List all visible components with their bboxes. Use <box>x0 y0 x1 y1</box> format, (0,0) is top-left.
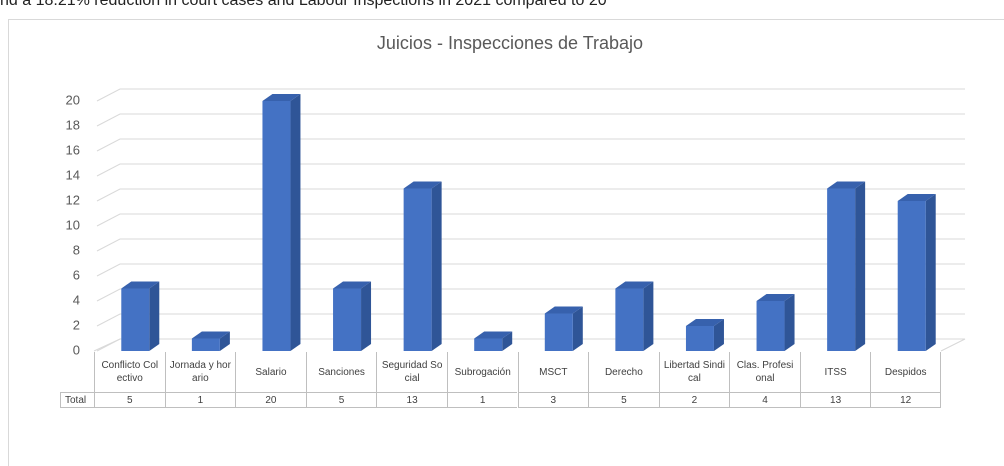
y-tick-label: 8 <box>73 242 80 257</box>
grid-line <box>96 163 965 177</box>
bar-top <box>333 281 372 289</box>
x-tick-label: Sanciones <box>305 352 377 392</box>
y-tick-label: 18 <box>66 117 80 132</box>
bar-front <box>827 188 856 351</box>
bar <box>615 281 654 351</box>
bar <box>544 306 583 351</box>
bar-front <box>191 338 220 351</box>
bar <box>121 281 160 351</box>
bar <box>191 331 230 351</box>
bar-top <box>615 281 654 289</box>
bar-side <box>713 319 724 351</box>
y-tick-label: 6 <box>73 267 80 282</box>
bar-top <box>685 319 724 326</box>
chart-title: Juicios - Inspecciones de Trabajo <box>377 33 643 53</box>
bar-top <box>191 331 230 339</box>
bar-top <box>544 306 583 314</box>
bar-top <box>756 294 795 301</box>
data-table-value: 1 <box>446 392 518 408</box>
data-table-value: 5 <box>94 392 165 408</box>
bar-front <box>685 326 714 351</box>
bar <box>333 281 372 351</box>
x-tick-label: Subrogación <box>446 352 518 392</box>
bar-side <box>925 194 936 351</box>
bar-side <box>784 294 795 351</box>
data-table-value: 12 <box>870 392 941 408</box>
data-table-value: 1 <box>164 392 236 408</box>
y-tick-label: 20 <box>66 92 80 107</box>
bar-side <box>219 331 230 351</box>
bar-side <box>431 181 442 351</box>
bar-top <box>827 181 866 189</box>
y-tick-label: 0 <box>73 342 80 357</box>
bar-front <box>897 201 926 351</box>
bar-front <box>403 188 432 351</box>
y-tick-label: 12 <box>66 192 80 207</box>
bar <box>756 294 795 351</box>
bar <box>827 181 866 351</box>
x-tick-label: Despidos <box>870 352 941 392</box>
x-tick-label: Jornada y horario <box>164 352 236 392</box>
grid-line <box>96 288 965 302</box>
grid-line <box>96 238 965 252</box>
bar-top <box>474 331 513 339</box>
grid-line <box>96 313 965 327</box>
y-tick-label: 14 <box>66 167 80 182</box>
bar-front <box>756 301 785 351</box>
bar-front <box>544 313 573 351</box>
bar-front <box>262 101 291 351</box>
bar-front <box>615 288 644 351</box>
bar-side <box>643 281 654 351</box>
x-tick-label: Derecho <box>588 352 659 392</box>
grid-line <box>96 338 965 352</box>
data-table-value: 13 <box>799 392 871 408</box>
x-tick-label: Salario <box>235 352 306 392</box>
bar <box>897 194 936 351</box>
y-tick-label: 2 <box>73 317 80 332</box>
bar <box>403 181 442 351</box>
legend-key: Total <box>60 392 94 408</box>
x-tick-label: Seguridad Social <box>376 352 447 392</box>
bar-side <box>290 94 301 351</box>
bar <box>474 331 513 351</box>
bar-top <box>121 281 160 289</box>
x-tick-label: MSCT <box>517 352 589 392</box>
data-table-value: 2 <box>658 392 730 408</box>
y-tick-label: 10 <box>66 217 80 232</box>
page-text: nd a 18.21% reduction in court cases and… <box>0 0 607 9</box>
x-tick-label: Libertad Sindical <box>658 352 730 392</box>
bar-front <box>121 288 150 351</box>
bar-side <box>572 306 583 351</box>
bar <box>685 319 724 351</box>
data-table-value: 5 <box>305 392 377 408</box>
bar-top <box>403 181 442 189</box>
bar-top <box>262 94 301 101</box>
grid-line <box>96 88 965 102</box>
bar-top <box>897 194 936 201</box>
y-tick-label: 16 <box>66 142 80 157</box>
grid-line <box>96 213 965 227</box>
bar-side <box>855 181 866 351</box>
bar-front <box>474 338 503 351</box>
x-tick-label: Clas. Profesional <box>729 352 800 392</box>
bar-side <box>502 331 513 351</box>
grid-line <box>96 138 965 152</box>
grid-line <box>96 113 965 127</box>
data-table-value: 20 <box>235 392 306 408</box>
bar <box>262 94 301 351</box>
bar-side <box>149 281 160 351</box>
data-table-value: 13 <box>376 392 447 408</box>
grid-line <box>96 263 965 277</box>
x-tick-label: Conflicto Colectivo <box>94 352 165 392</box>
data-table-value: 5 <box>588 392 659 408</box>
bar-front <box>333 288 362 351</box>
y-tick-label: 4 <box>73 292 80 307</box>
bar-side <box>361 281 372 351</box>
data-table-value: 3 <box>517 392 589 408</box>
x-tick-label: ITSS <box>799 352 871 392</box>
data-table-value: 4 <box>729 392 800 408</box>
grid-line <box>96 188 965 202</box>
